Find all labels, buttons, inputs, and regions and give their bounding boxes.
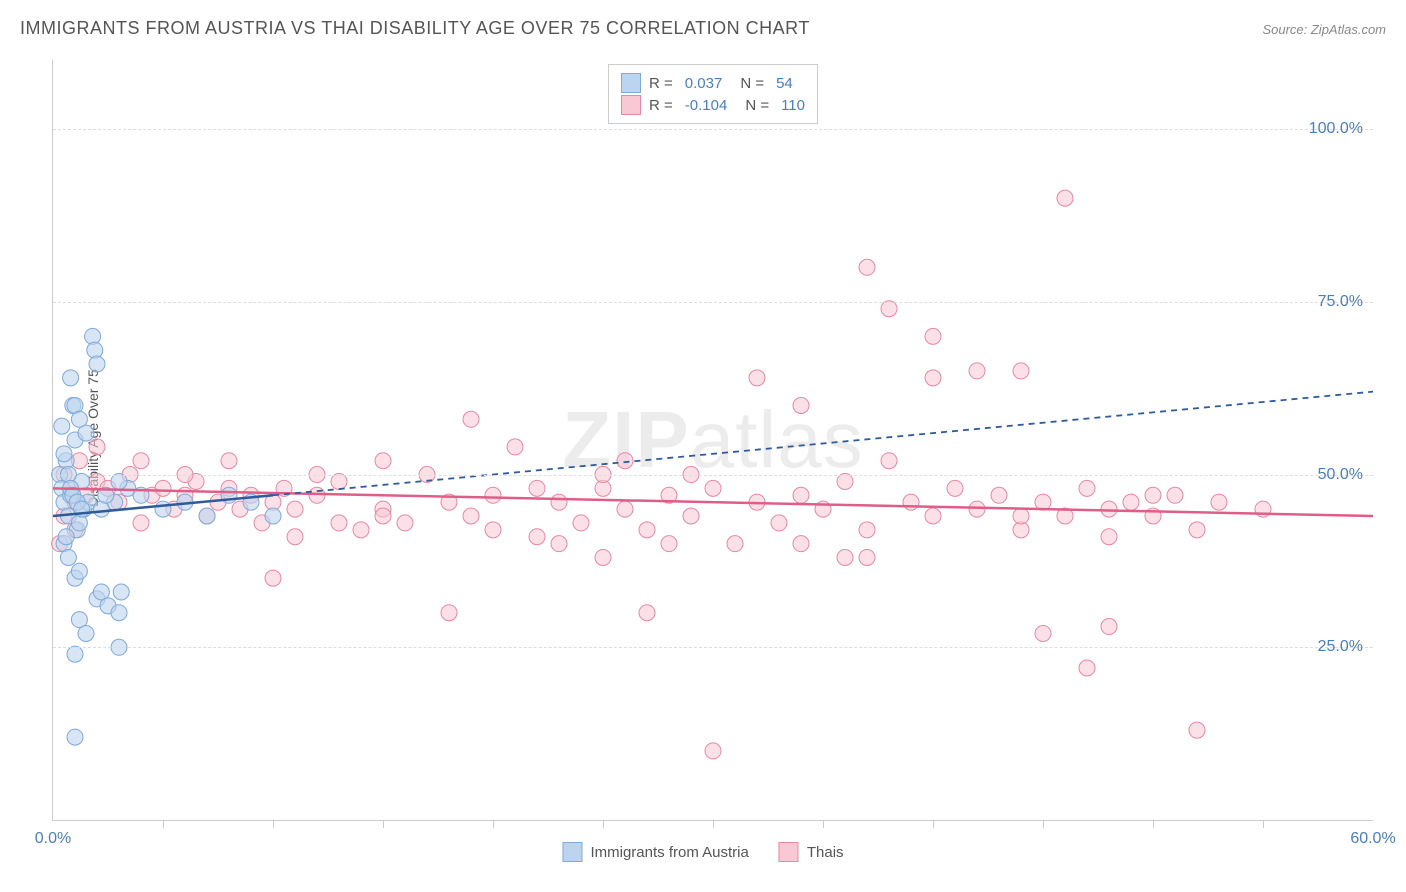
chart-title: IMMIGRANTS FROM AUSTRIA VS THAI DISABILI… (20, 18, 810, 39)
x-tick-mark (713, 820, 714, 828)
x-tick-mark (823, 820, 824, 828)
x-tick-mark (1043, 820, 1044, 828)
swatch-thai (621, 95, 641, 115)
y-tick-label: 75.0% (1318, 293, 1363, 311)
legend-label: Immigrants from Austria (590, 844, 748, 861)
x-tick-mark (273, 820, 274, 828)
legend-item-austria: Immigrants from Austria (562, 842, 748, 862)
x-tick-mark (603, 820, 604, 828)
source-attribution: Source: ZipAtlas.com (1262, 22, 1386, 37)
x-tick-mark (383, 820, 384, 828)
x-tick-mark (163, 820, 164, 828)
x-tick-label: 60.0% (1350, 830, 1395, 848)
chart-svg (53, 60, 1373, 820)
x-tick-mark (1263, 820, 1264, 828)
gridline (53, 129, 1373, 130)
legend-row-thai: R =-0.104 N =110 (621, 95, 805, 115)
gridline (53, 475, 1373, 476)
plot-area: ZIPatlas R =0.037 N =54 R =-0.104 N =110… (52, 60, 1373, 821)
y-tick-label: 25.0% (1318, 638, 1363, 656)
legend-label: Thais (807, 844, 844, 861)
legend-item-thai: Thais (779, 842, 844, 862)
correlation-legend: R =0.037 N =54 R =-0.104 N =110 (608, 64, 818, 124)
y-tick-label: 50.0% (1318, 466, 1363, 484)
swatch-austria-bottom (562, 842, 582, 862)
y-tick-label: 100.0% (1309, 120, 1363, 138)
x-tick-mark (493, 820, 494, 828)
gridline (53, 647, 1373, 648)
x-tick-label: 0.0% (35, 830, 71, 848)
gridline (53, 302, 1373, 303)
swatch-thai-bottom (779, 842, 799, 862)
legend-row-austria: R =0.037 N =54 (621, 73, 805, 93)
swatch-austria (621, 73, 641, 93)
x-tick-mark (933, 820, 934, 828)
x-tick-mark (1153, 820, 1154, 828)
series-legend: Immigrants from Austria Thais (562, 842, 843, 862)
